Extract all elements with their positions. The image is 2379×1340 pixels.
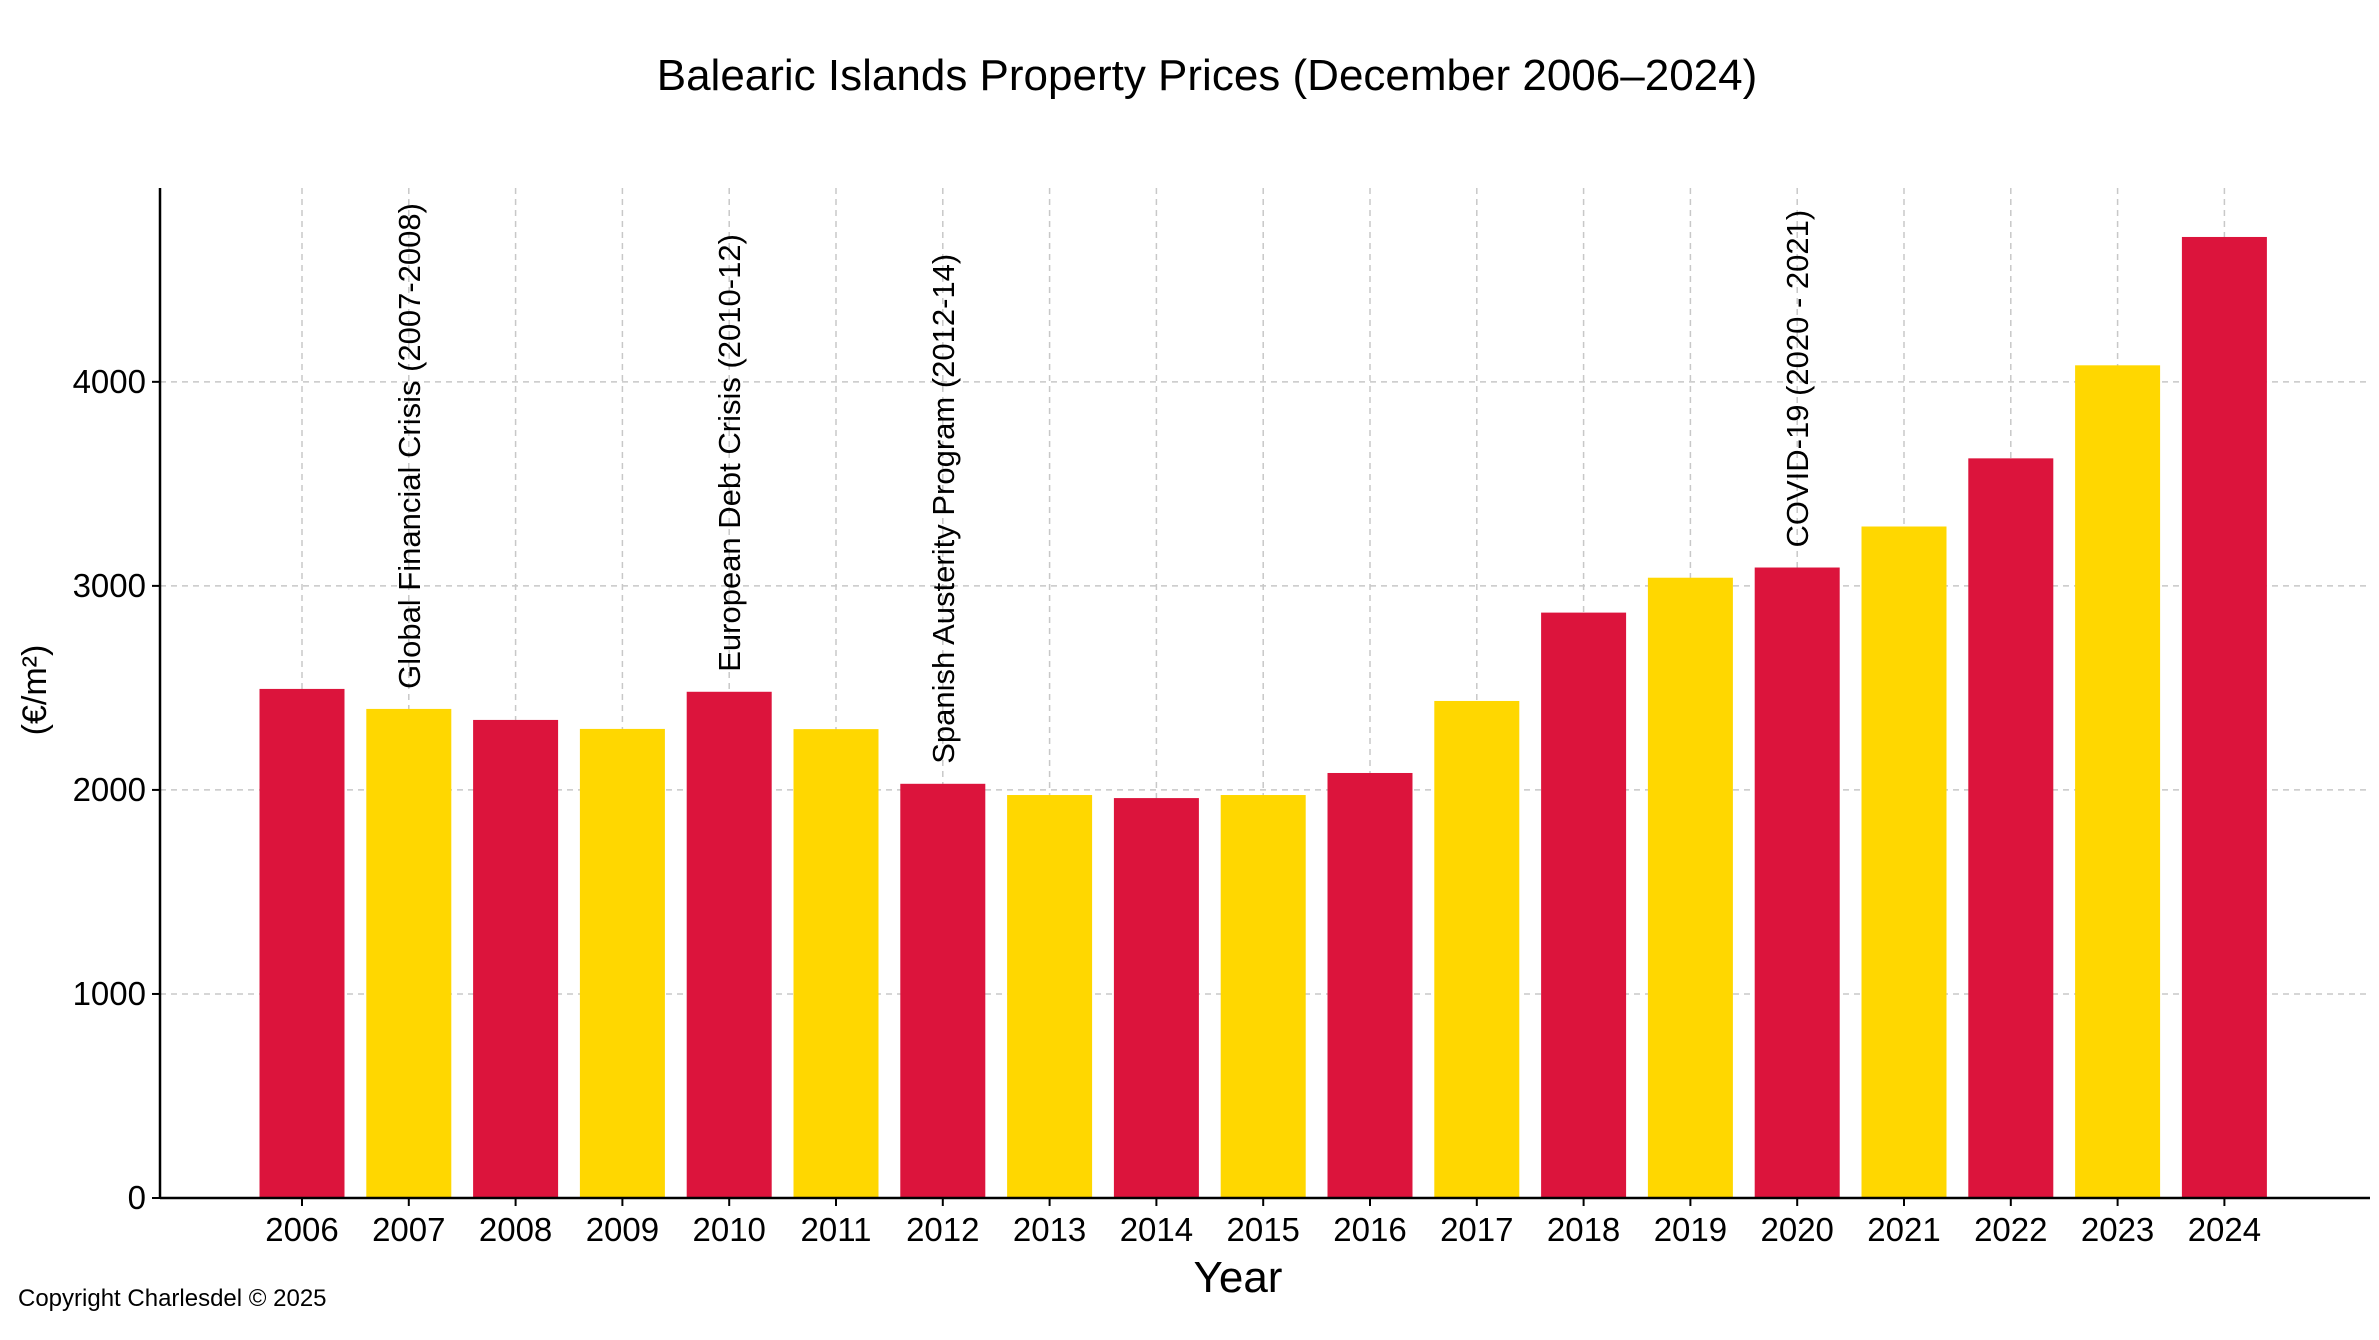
x-tick-label: 2016 <box>1333 1211 1406 1248</box>
bar-2015 <box>1220 795 1306 1198</box>
bar-2024 <box>2181 236 2267 1198</box>
bar-2022 <box>1968 458 2054 1199</box>
annotation-2012: Spanish Austerity Program (2012-14) <box>926 254 961 764</box>
x-tick-label: 2010 <box>692 1211 765 1248</box>
x-tick-labels: 2006 2007 2008 2009 2010 2011 2012 2013 2014 2015… <box>265 1211 2261 1248</box>
bar-2009 <box>579 728 665 1198</box>
event-annotations: Global Financial Crisis (2007-2008) Europ… <box>392 203 1815 764</box>
copyright-notice: Copyright Charlesdel © 2025 <box>18 1285 327 1312</box>
bar-2010 <box>686 691 772 1198</box>
x-tick-label: 2013 <box>1013 1211 1086 1248</box>
bar-2023 <box>2075 365 2161 1198</box>
bar-2012 <box>900 783 986 1198</box>
x-tick-label: 2008 <box>479 1211 552 1248</box>
bar-2011 <box>793 729 879 1198</box>
x-axis-label: Year <box>1194 1253 1283 1302</box>
x-tick-label: 2015 <box>1226 1211 1299 1248</box>
x-tick-label: 2018 <box>1547 1211 1620 1248</box>
bar-2021 <box>1861 526 1947 1198</box>
x-tick-label: 2022 <box>1974 1211 2047 1248</box>
y-tick-label: 1000 <box>73 975 146 1012</box>
y-tick-labels: 0 1000 2000 3000 4000 <box>73 363 146 1216</box>
x-tick-label: 2012 <box>906 1211 979 1248</box>
y-axis-label: (€/m²) <box>16 645 54 736</box>
bar-2016 <box>1327 772 1413 1198</box>
bar-2013 <box>1007 795 1093 1198</box>
x-tick-label: 2007 <box>372 1211 445 1248</box>
annotation-2007: Global Financial Crisis (2007-2008) <box>392 203 427 689</box>
bar-2006 <box>259 688 345 1198</box>
bar-2008 <box>473 719 559 1198</box>
x-tick-label: 2011 <box>801 1211 872 1248</box>
x-tick-label: 2009 <box>586 1211 659 1248</box>
x-tick-label: 2006 <box>265 1211 338 1248</box>
x-tick-label: 2014 <box>1120 1211 1193 1248</box>
x-tick-label: 2019 <box>1654 1211 1727 1248</box>
y-tick-label: 0 <box>128 1179 146 1216</box>
x-tick-label: 2021 <box>1867 1211 1940 1248</box>
x-tick-label: 2023 <box>2081 1211 2154 1248</box>
bar-2018 <box>1541 612 1627 1198</box>
y-tick-label: 4000 <box>73 363 146 400</box>
bars <box>259 236 2267 1199</box>
bar-2019 <box>1647 577 1733 1198</box>
bar-2017 <box>1434 700 1520 1198</box>
axes <box>152 188 2370 1206</box>
x-tick-label: 2024 <box>2188 1211 2261 1248</box>
annotation-2010: European Debt Crisis (2010-12) <box>712 234 747 672</box>
chart-title: Balearic Islands Property Prices (Decemb… <box>657 51 1758 100</box>
bar-2014 <box>1113 798 1199 1198</box>
y-tick-label: 3000 <box>73 567 146 604</box>
bar-2020 <box>1754 567 1840 1198</box>
y-tick-label: 2000 <box>73 771 146 808</box>
x-tick-label: 2020 <box>1760 1211 1833 1248</box>
annotation-2020: COVID-19 (2020 - 2021) <box>1780 210 1815 548</box>
bar-2007 <box>366 708 452 1198</box>
x-tick-label: 2017 <box>1440 1211 1513 1248</box>
